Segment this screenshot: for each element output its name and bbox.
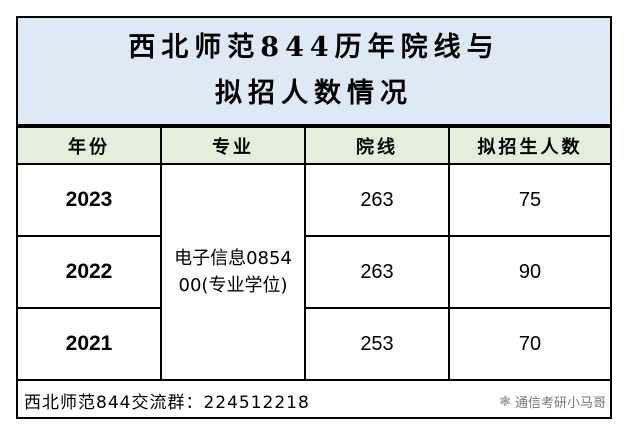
table-row: 2021 253 70 — [18, 307, 610, 381]
major-cell: 电子信息085400(专业学位) — [160, 163, 306, 381]
footer: 西北师范844交流群：224512218 ❃ 通信考研小马哥 — [18, 382, 610, 417]
quota-cell: 75 — [448, 163, 610, 237]
year-cell: 2022 — [18, 235, 162, 309]
header-major: 专业 — [160, 126, 306, 165]
header-row: 年份 专业 院线 拟招生人数 — [18, 126, 610, 165]
title-line-2: 拟招人数情况 — [215, 78, 413, 109]
admission-table-card: 西北师范844历年院线与 拟招人数情况 年份 专业 院线 拟招生人数 2023 … — [16, 16, 612, 419]
quota-cell: 90 — [448, 235, 610, 309]
header-quota: 拟招生人数 — [448, 126, 610, 165]
wechat-icon: ❃ — [499, 393, 511, 410]
line-cell: 253 — [304, 307, 450, 381]
quota-cell: 70 — [448, 307, 610, 381]
watermark-text: 通信考研小马哥 — [514, 396, 606, 411]
line-cell: 263 — [304, 163, 450, 237]
table-row: 2022 263 90 — [18, 235, 610, 309]
year-cell: 2021 — [18, 307, 162, 381]
table-row: 2023 电子信息085400(专业学位) 263 75 — [18, 163, 610, 381]
group-info: 西北师范844交流群：224512218 — [24, 393, 310, 413]
title-line-1: 西北师范844历年院线与 — [128, 32, 500, 63]
table-title: 西北师范844历年院线与 拟招人数情况 — [18, 18, 610, 126]
admission-table: 年份 专业 院线 拟招生人数 2023 电子信息085400(专业学位) 263… — [18, 126, 610, 381]
watermark-logo: ❃ 通信考研小马哥 — [499, 392, 606, 412]
year-cell: 2023 — [18, 163, 162, 237]
header-line: 院线 — [304, 126, 450, 165]
major-text: 电子信息085400(专业学位) — [174, 248, 292, 296]
line-cell: 263 — [304, 235, 450, 309]
header-year: 年份 — [18, 126, 162, 165]
